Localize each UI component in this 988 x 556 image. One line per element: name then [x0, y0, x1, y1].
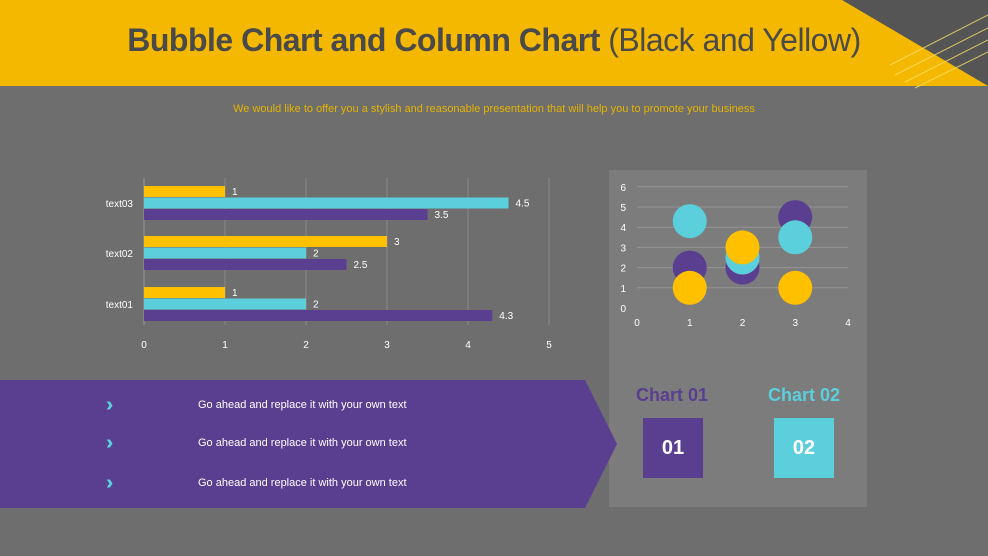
data-label: 1 — [232, 288, 238, 299]
bar — [144, 247, 306, 259]
double-chevron-right-icon: ›› — [106, 394, 115, 416]
category-label: text01 — [106, 300, 134, 311]
x-tick-label: 4 — [845, 318, 851, 329]
bubble-chart: 0 1 2 3 4 5 6 0 1 2 3 4 — [620, 183, 851, 329]
x-tick-label: 0 — [634, 318, 640, 329]
y-tick-label: 3 — [620, 243, 626, 254]
chart-02-box: 02 — [774, 418, 834, 478]
bar — [144, 310, 493, 321]
banner-item: Go ahead and replace it with your own te… — [198, 399, 407, 411]
bubble — [778, 270, 813, 305]
page-title: Bubble Chart and Column Chart (Black and… — [127, 22, 861, 58]
bar — [144, 186, 225, 197]
bubble — [778, 220, 813, 255]
bar — [144, 287, 225, 298]
category-label: text03 — [106, 199, 134, 210]
bar-chart: 0 1 2 3 4 5 text01 1 2 4.3 text02 3 2 2.5 text03 1 4.5 3.… — [106, 178, 552, 351]
bubble — [672, 270, 707, 305]
text-banner — [0, 380, 617, 508]
bubble — [672, 204, 707, 239]
subtitle: We would like to offer you a stylish and… — [233, 103, 755, 115]
chart-02-label: Chart 02 — [768, 385, 841, 405]
data-label: 2.5 — [354, 260, 368, 271]
y-tick-label: 2 — [620, 264, 626, 275]
x-tick-label: 2 — [740, 318, 746, 329]
bar — [144, 298, 306, 310]
header-band — [0, 0, 988, 86]
banner-item: Go ahead and replace it with your own te… — [198, 477, 407, 489]
y-tick-label: 0 — [620, 304, 626, 315]
data-label: 1 — [232, 187, 238, 198]
bar — [144, 236, 387, 247]
corner-decoration — [842, 0, 988, 89]
bar — [144, 197, 509, 209]
y-tick-label: 6 — [620, 183, 626, 194]
x-tick-label: 1 — [222, 340, 228, 351]
data-label: 4.5 — [516, 199, 530, 210]
y-tick-label: 4 — [620, 223, 626, 234]
double-chevron-right-icon: ›› — [106, 472, 115, 494]
bar — [144, 259, 347, 270]
chart-01-box: 01 — [643, 418, 703, 478]
data-label: 2 — [313, 300, 319, 311]
data-label: 3.5 — [435, 210, 449, 221]
category-label: text02 — [106, 249, 134, 260]
x-tick-label: 0 — [141, 340, 147, 351]
x-tick-label: 1 — [687, 318, 693, 329]
chart-01-label: Chart 01 — [636, 385, 709, 405]
data-label: 4.3 — [499, 311, 513, 322]
y-tick-label: 1 — [620, 284, 626, 295]
x-tick-label: 3 — [792, 318, 798, 329]
bubble — [725, 230, 760, 265]
y-tick-label: 5 — [620, 203, 626, 214]
data-label: 3 — [394, 237, 400, 248]
double-chevron-right-icon: ›› — [106, 432, 115, 454]
x-tick-label: 4 — [465, 340, 471, 351]
bar — [144, 209, 428, 220]
x-tick-label: 3 — [384, 340, 390, 351]
banner-item: Go ahead and replace it with your own te… — [198, 437, 407, 449]
data-label: 2 — [313, 249, 319, 260]
x-tick-label: 2 — [303, 340, 309, 351]
x-tick-label: 5 — [546, 340, 552, 351]
